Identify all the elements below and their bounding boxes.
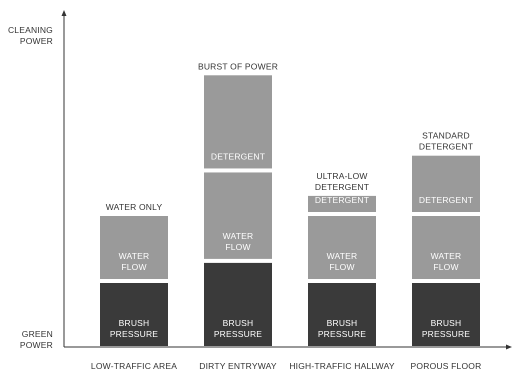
y-axis-top-label-line-1: CLEANING bbox=[8, 25, 53, 35]
segment-label: FLOW bbox=[225, 242, 250, 252]
category-label: LOW-TRAFFIC AREA bbox=[91, 361, 177, 370]
bar-group: BRUSHPRESSUREWATERFLOWDETERGENTSTANDARDD… bbox=[411, 131, 482, 370]
bar-segment bbox=[308, 283, 376, 346]
bar-segment bbox=[308, 216, 376, 279]
y-axis-top-label: CLEANING POWER bbox=[8, 25, 53, 46]
bar-segment bbox=[412, 283, 480, 346]
bar-top-label: DETERGENT bbox=[419, 142, 473, 152]
bar-segment bbox=[308, 195, 376, 212]
segment-label: FLOW bbox=[433, 262, 458, 272]
segment-label: BRUSH bbox=[223, 318, 254, 328]
segment-label: BRUSH bbox=[119, 318, 150, 328]
bar-top-label: WATER ONLY bbox=[106, 202, 163, 212]
category-label: POROUS FLOOR bbox=[411, 361, 482, 370]
bar-top-label: STANDARD bbox=[422, 131, 470, 141]
segment-label: DETERGENT bbox=[315, 195, 369, 205]
bar-top-label: DETERGENT bbox=[315, 182, 369, 192]
segment-label: DETERGENT bbox=[211, 151, 265, 161]
category-label: DIRTY ENTRYWAY bbox=[199, 361, 277, 370]
segment-label: BRUSH bbox=[431, 318, 462, 328]
bar-group: BRUSHPRESSUREWATERFLOWDETERGENTULTRA-LOW… bbox=[289, 171, 395, 370]
segment-label: WATER bbox=[119, 251, 150, 261]
segment-label: BRUSH bbox=[327, 318, 358, 328]
segment-label: DETERGENT bbox=[419, 195, 473, 205]
bar-segment bbox=[412, 155, 480, 212]
bar-segment bbox=[100, 216, 168, 279]
segment-label: FLOW bbox=[121, 262, 146, 272]
y-axis-bottom-label-line-1: GREEN bbox=[22, 329, 53, 339]
x-axis-arrow bbox=[506, 344, 512, 350]
y-axis-bottom-label: GREEN POWER bbox=[20, 329, 53, 350]
category-label: HIGH-TRAFFIC HALLWAY bbox=[289, 361, 395, 370]
segment-label: WATER bbox=[431, 251, 462, 261]
bar-top-label: BURST OF POWER bbox=[198, 61, 278, 71]
y-axis-top-label-line-2: POWER bbox=[20, 36, 53, 46]
segment-label: PRESSURE bbox=[318, 329, 366, 339]
segment-label: FLOW bbox=[329, 262, 354, 272]
bar-segment bbox=[204, 262, 272, 346]
y-axis-bottom-label-line-2: POWER bbox=[20, 340, 53, 350]
bar-segment bbox=[204, 75, 272, 169]
axes: CLEANING POWER GREEN POWER bbox=[8, 10, 512, 350]
bar-top-label: ULTRA-LOW bbox=[316, 171, 367, 181]
segment-label: PRESSURE bbox=[110, 329, 158, 339]
segment-label: WATER bbox=[223, 231, 254, 241]
segment-label: PRESSURE bbox=[214, 329, 262, 339]
bar-segment bbox=[100, 283, 168, 346]
segment-label: PRESSURE bbox=[422, 329, 470, 339]
y-axis-arrow bbox=[61, 10, 67, 16]
bar-segment bbox=[412, 216, 480, 279]
segment-label: WATER bbox=[327, 251, 358, 261]
bar-segment bbox=[204, 172, 272, 259]
